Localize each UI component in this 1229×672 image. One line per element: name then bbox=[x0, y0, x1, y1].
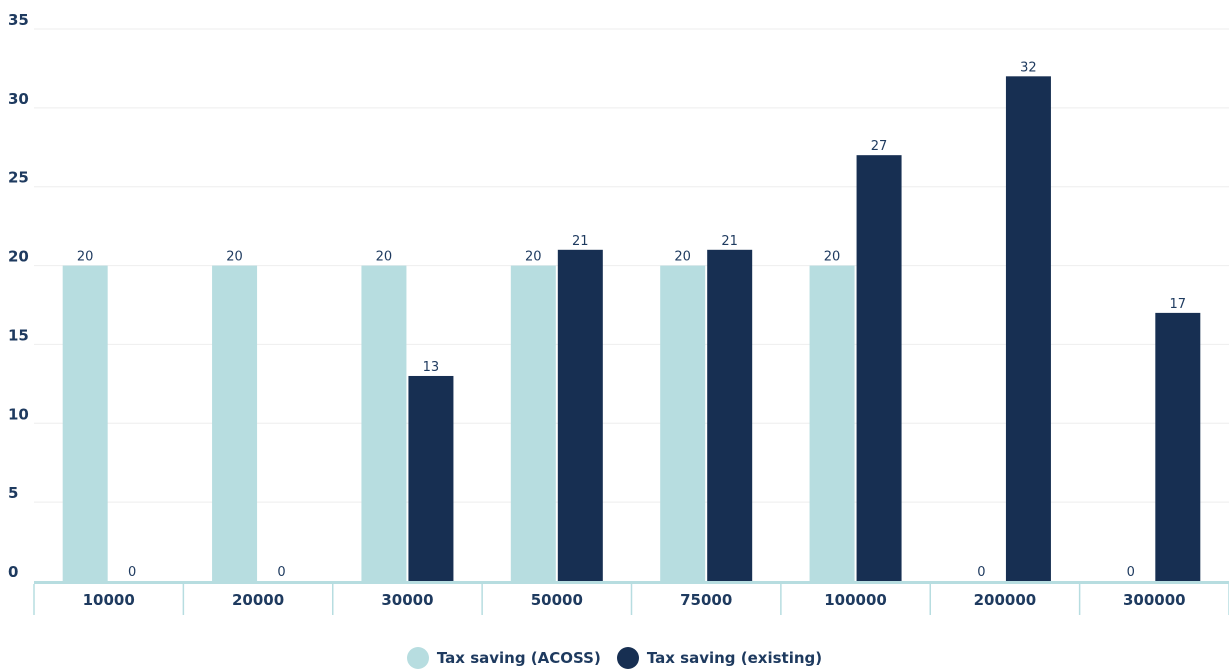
x-tick-label: 300000 bbox=[1123, 591, 1186, 609]
bar-chart: 0 5 10 15 20 25 30 35 20 0 20 0 20 13 20 21 20 21 20 27 0 32… bbox=[8, 11, 1229, 615]
bar-acoss[interactable] bbox=[361, 265, 407, 581]
x-tick-label: 50000 bbox=[531, 591, 583, 609]
data-label: 20 bbox=[824, 250, 841, 265]
y-axis: 0 5 10 15 20 25 30 35 bbox=[8, 11, 29, 581]
bar-existing[interactable] bbox=[1155, 312, 1201, 581]
x-tick-label: 200000 bbox=[974, 591, 1037, 609]
legend-label-existing: Tax saving (existing) bbox=[646, 649, 823, 667]
y-tick-label: 5 bbox=[8, 484, 18, 502]
data-label: 13 bbox=[423, 360, 440, 375]
bar-acoss[interactable] bbox=[62, 265, 108, 581]
legend-item-acoss[interactable]: Tax saving (ACOSS) bbox=[406, 647, 601, 669]
legend: Tax saving (ACOSS) Tax saving (existing) bbox=[0, 646, 1229, 670]
bar-existing[interactable] bbox=[856, 155, 902, 581]
data-label: 0 bbox=[977, 565, 985, 580]
bar-acoss[interactable] bbox=[660, 265, 706, 581]
data-label: 21 bbox=[572, 234, 589, 249]
y-tick-label: 10 bbox=[8, 405, 29, 423]
data-label: 32 bbox=[1020, 60, 1037, 75]
x-tick-label: 10000 bbox=[83, 591, 135, 609]
data-label: 17 bbox=[1170, 297, 1187, 312]
data-label: 27 bbox=[871, 139, 888, 154]
data-label: 21 bbox=[721, 234, 738, 249]
bar-acoss[interactable] bbox=[809, 265, 855, 581]
bars bbox=[62, 76, 1201, 582]
data-label: 0 bbox=[277, 565, 285, 580]
bar-existing[interactable] bbox=[707, 249, 753, 582]
x-axis: 10000 20000 30000 50000 75000 100000 200000 300… bbox=[33, 581, 1229, 615]
x-tick-label: 20000 bbox=[232, 591, 284, 609]
y-tick-label: 15 bbox=[8, 326, 29, 344]
x-tick-label: 30000 bbox=[381, 591, 433, 609]
legend-label-acoss: Tax saving (ACOSS) bbox=[436, 649, 601, 667]
data-labels: 20 0 20 0 20 13 20 21 20 21 20 27 0 32 0 17 bbox=[77, 60, 1186, 580]
data-label: 0 bbox=[1127, 565, 1135, 580]
bar-existing[interactable] bbox=[408, 375, 454, 581]
y-tick-label: 20 bbox=[8, 248, 29, 266]
bar-existing[interactable] bbox=[1005, 76, 1051, 582]
y-tick-label: 35 bbox=[8, 11, 29, 29]
y-tick-label: 30 bbox=[8, 90, 29, 108]
legend-swatch-acoss bbox=[406, 647, 429, 669]
bar-acoss[interactable] bbox=[212, 265, 258, 581]
data-label: 20 bbox=[77, 250, 94, 265]
data-label: 20 bbox=[376, 250, 393, 265]
data-label: 20 bbox=[226, 250, 243, 265]
bar-existing[interactable] bbox=[557, 249, 603, 582]
data-label: 0 bbox=[128, 565, 136, 580]
y-tick-label: 0 bbox=[8, 563, 18, 581]
bar-acoss[interactable] bbox=[510, 265, 556, 581]
legend-swatch-existing bbox=[616, 647, 639, 669]
y-tick-label: 25 bbox=[8, 169, 29, 187]
x-tick-label: 75000 bbox=[680, 591, 732, 609]
data-label: 20 bbox=[525, 250, 542, 265]
legend-item-existing[interactable]: Tax saving (existing) bbox=[616, 647, 823, 669]
x-tick-label: 100000 bbox=[824, 591, 887, 609]
data-label: 20 bbox=[674, 250, 691, 265]
